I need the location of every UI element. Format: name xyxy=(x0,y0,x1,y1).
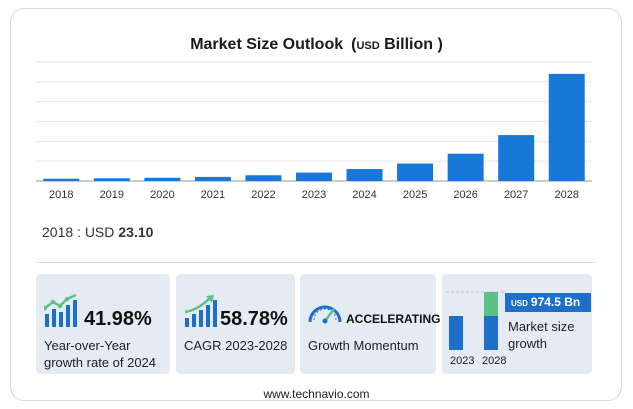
bar-2022 xyxy=(245,175,282,181)
x-tick-label: 2020 xyxy=(150,189,174,201)
market-growth-line2: growth xyxy=(508,336,548,351)
cagr-card: 58.78% CAGR 2023-2028 xyxy=(176,274,295,374)
title-text: Market Size Outlook xyxy=(190,36,344,53)
x-tick-label: 2028 xyxy=(554,189,578,201)
mini-bar-2023 xyxy=(449,316,463,350)
x-tick-label: 2025 xyxy=(403,189,427,201)
growth-arrow-icon xyxy=(184,295,217,327)
badge-unit: USD xyxy=(511,299,528,308)
momentum-status: ACCELERATING xyxy=(346,312,441,326)
x-tick-label: 2018 xyxy=(49,189,73,201)
bar-series xyxy=(43,73,585,181)
growth-chart-icon xyxy=(44,294,77,327)
bar-2018 xyxy=(43,178,80,181)
bar-2020 xyxy=(144,177,181,181)
bar-2023 xyxy=(296,172,332,181)
base-year-label: 2018 : USD xyxy=(42,224,115,240)
x-axis-ticks: 2018 2019 2020 2021 2022 2023 2024 2025 2026 2027… xyxy=(49,189,579,201)
base-year-value: 2018 : USD 23.10 xyxy=(42,224,153,240)
bar-2025 xyxy=(397,163,434,181)
bar-2019 xyxy=(93,178,130,181)
bar-2026 xyxy=(447,153,484,181)
mini-year-end: 2028 xyxy=(482,355,507,367)
x-tick-label: 2021 xyxy=(201,189,225,201)
mini-bar-2028 xyxy=(484,316,498,350)
unit-scale: Billion xyxy=(384,36,434,53)
momentum-description: Growth Momentum xyxy=(308,338,419,353)
section-divider xyxy=(36,262,596,263)
badge-value: 974.5 Bn xyxy=(530,295,581,309)
title-unit: (USD Billion ) xyxy=(351,36,443,53)
x-tick-label: 2023 xyxy=(302,189,326,201)
x-tick-label: 2024 xyxy=(352,189,376,201)
unit-currency: USD xyxy=(356,40,380,52)
speedometer-icon xyxy=(308,305,342,324)
bar-2021 xyxy=(194,176,231,181)
x-tick-label: 2027 xyxy=(504,189,528,201)
market-growth-description: Market size growth xyxy=(508,318,574,352)
cagr-description: CAGR 2023-2028 xyxy=(184,338,288,353)
bar-chart: 2018 2019 2020 2021 2022 2023 2024 2025 2026 2027… xyxy=(36,61,592,201)
market-growth-line1: Market size xyxy=(508,319,575,334)
bar-2027 xyxy=(498,135,535,181)
growth-value-badge: USD 974.5 Bn xyxy=(505,293,591,312)
base-year-number: 23.10 xyxy=(118,224,154,240)
yoy-value: 41.98% xyxy=(84,308,152,330)
momentum-card: ACCELERATING Growth Momentum xyxy=(300,274,440,374)
x-tick-label: 2022 xyxy=(251,189,275,201)
mini-bar-growth xyxy=(484,292,498,316)
unit-close-paren: ) xyxy=(437,36,443,53)
cagr-value: 58.78% xyxy=(220,308,288,330)
yoy-desc-line1: Year-over-Year xyxy=(44,338,131,353)
market-growth-card: 2023 2028 Market size growth xyxy=(442,274,592,374)
bar-2024 xyxy=(346,169,383,181)
yoy-card: 41.98% Year-over-Year growth rate of 202… xyxy=(36,274,170,374)
mini-growth-chart xyxy=(446,291,504,350)
footer-url: www.technavio.com xyxy=(263,387,370,401)
mini-year-start: 2023 xyxy=(450,355,475,367)
x-tick-label: 2019 xyxy=(100,189,124,201)
yoy-desc-line2: growth rate of 2024 xyxy=(44,355,157,370)
yoy-description: Year-over-Year growth rate of 2024 xyxy=(44,337,156,371)
x-tick-label: 2026 xyxy=(453,189,477,201)
unit-open-paren: ( xyxy=(351,36,357,53)
chart-title: Market Size Outlook (USD Billion ) xyxy=(0,36,633,54)
bar-2028 xyxy=(548,73,585,181)
